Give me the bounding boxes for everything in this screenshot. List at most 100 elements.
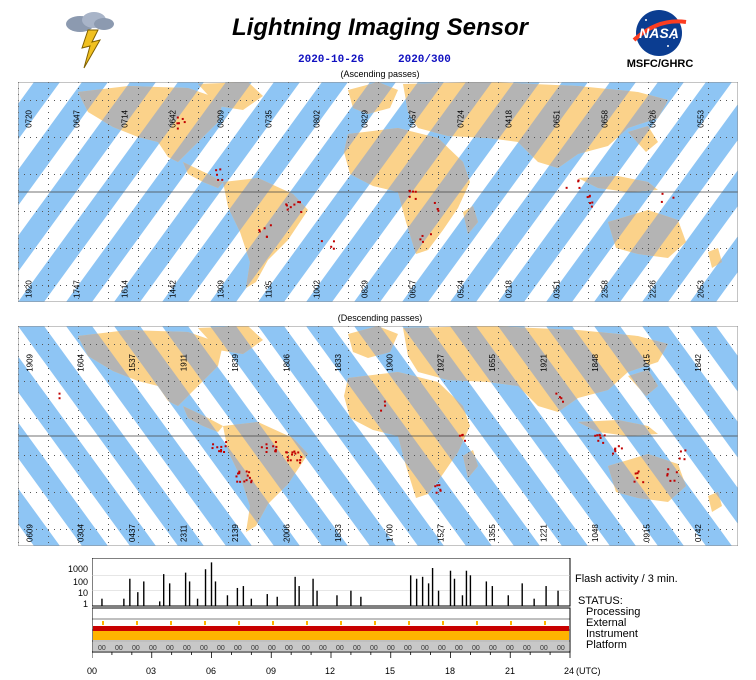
grid-dot: [318, 232, 319, 233]
grid-dot: [150, 492, 151, 493]
grid-dot: [342, 455, 343, 456]
grid-dot: [198, 130, 199, 131]
grid-dot: [288, 410, 289, 411]
grid-dot: [48, 292, 49, 293]
grid-dot: [288, 500, 289, 501]
grid-dot: [132, 285, 133, 286]
grid-dot: [546, 492, 547, 493]
grid-dot: [288, 211, 289, 212]
grid-dot: [288, 529, 289, 530]
grid-dot: [528, 524, 529, 525]
grid-dot: [198, 492, 199, 493]
grid-dot: [618, 380, 619, 381]
grid-dot: [24, 455, 25, 456]
grid-dot: [144, 285, 145, 286]
grid-dot: [198, 202, 199, 203]
grid-dot: [498, 178, 499, 179]
grid-dot: [162, 248, 163, 249]
grid-dot: [708, 190, 709, 191]
grid-dot: [168, 178, 169, 179]
grid-dot: [132, 137, 133, 138]
grid-dot: [372, 100, 373, 101]
grid-dot: [222, 344, 223, 345]
grid-dot: [558, 280, 559, 281]
flash-point: [634, 472, 637, 475]
grid-dot: [348, 142, 349, 143]
grid-dot: [492, 492, 493, 493]
grid-dot: [312, 455, 313, 456]
grid-dot: [678, 211, 679, 212]
grid-dot: [108, 434, 109, 435]
flash-point: [683, 458, 686, 461]
processing-marker: [204, 621, 206, 625]
grid-dot: [390, 100, 391, 101]
grid-dot: [378, 500, 379, 501]
grid-dot: [366, 344, 367, 345]
grid-dot: [498, 94, 499, 95]
grid-dot: [48, 88, 49, 89]
grid-dot: [588, 248, 589, 249]
grid-dot: [348, 202, 349, 203]
grid-dot: [678, 202, 679, 203]
grid-dot: [90, 344, 91, 345]
grid-dot: [198, 392, 199, 393]
grid-dot: [108, 256, 109, 257]
grid-dot: [732, 529, 733, 530]
grid-dot: [198, 529, 199, 530]
grid-dot: [666, 137, 667, 138]
grid-dot: [486, 418, 487, 419]
grid-dot: [468, 148, 469, 149]
grid-dot: [678, 529, 679, 530]
flash-point: [586, 196, 589, 199]
grid-dot: [276, 100, 277, 101]
grid-dot: [588, 244, 589, 245]
grid-dot: [198, 172, 199, 173]
grid-dot: [564, 137, 565, 138]
y-tick-label: 1000: [67, 564, 88, 574]
grid-dot: [78, 214, 79, 215]
flash-point: [286, 456, 289, 459]
grid-dot: [330, 137, 331, 138]
grid-dot: [468, 410, 469, 411]
grid-dot: [534, 344, 535, 345]
grid-dot: [108, 529, 109, 530]
grid-dot: [228, 106, 229, 107]
grid-dot: [288, 94, 289, 95]
flash-point: [299, 461, 302, 464]
grid-dot: [468, 404, 469, 405]
grid-dot: [588, 184, 589, 185]
grid-dot: [384, 248, 385, 249]
grid-dot: [618, 196, 619, 197]
grid-dot: [198, 211, 199, 212]
grid-dot: [648, 148, 649, 149]
flash-point: [558, 396, 561, 399]
grid-dot: [510, 174, 511, 175]
grid-dot: [198, 440, 199, 441]
grid-dot: [438, 124, 439, 125]
grid-dot: [138, 250, 139, 251]
grid-dot: [528, 380, 529, 381]
grid-dot: [198, 350, 199, 351]
grid-dot: [582, 455, 583, 456]
grid-dot: [576, 137, 577, 138]
grid-dot: [540, 529, 541, 530]
grid-dot: [186, 174, 187, 175]
grid-dot: [138, 136, 139, 137]
grid-dot: [108, 374, 109, 375]
flash-point: [258, 229, 261, 232]
grid-dot: [372, 381, 373, 382]
grid-dot: [138, 148, 139, 149]
grid-dot: [708, 286, 709, 287]
grid-dot: [528, 172, 529, 173]
grid-dot: [312, 529, 313, 530]
grid-dot: [198, 356, 199, 357]
grid-dot: [318, 482, 319, 483]
grid-dot: [270, 174, 271, 175]
grid-dot: [198, 470, 199, 471]
grid-dot: [384, 418, 385, 419]
grid-dot: [156, 100, 157, 101]
grid-dot: [378, 196, 379, 197]
grid-dot: [378, 392, 379, 393]
grid-dot: [618, 106, 619, 107]
grid-dot: [48, 148, 49, 149]
